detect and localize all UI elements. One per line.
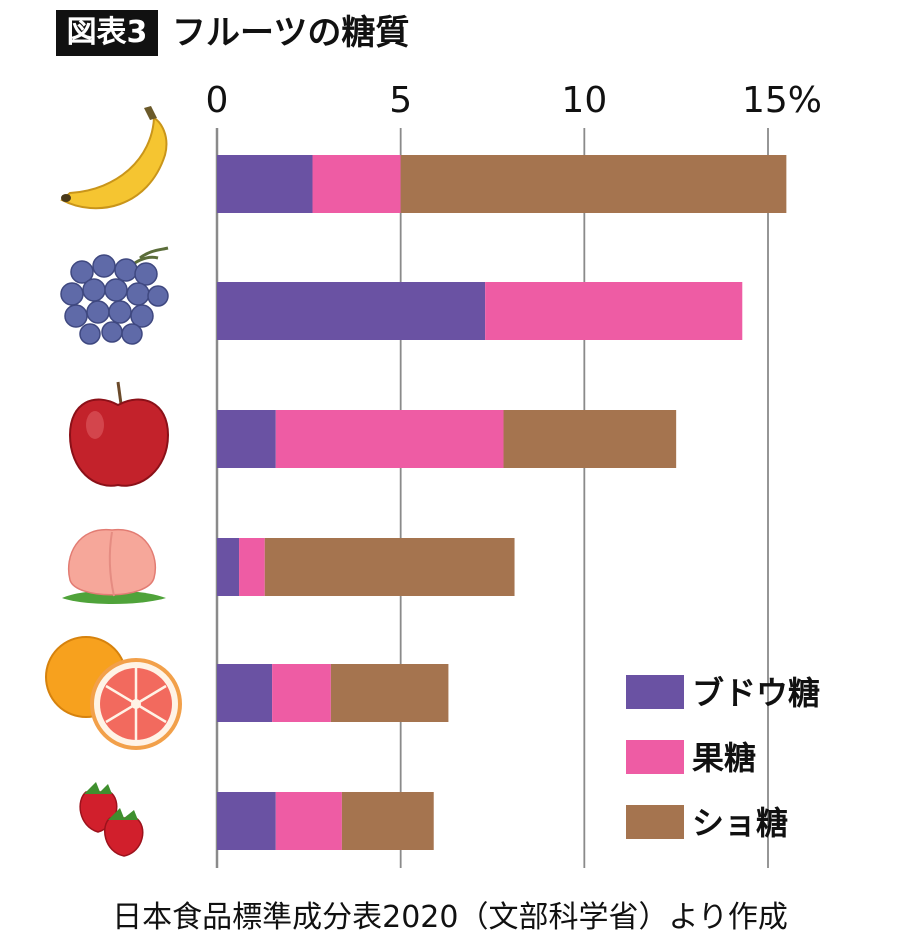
- banana-icon: [60, 106, 168, 210]
- grid-lines: [215, 128, 769, 868]
- x-tick-label: 5: [389, 80, 412, 121]
- source-note: 日本食品標準成分表2020（文部科学省）より作成: [112, 900, 788, 935]
- grapefruit-icon: [45, 636, 182, 750]
- bar-peach-series-0: [217, 538, 240, 596]
- x-tick-label: 15%: [742, 80, 822, 121]
- bar-peach-series-2: [264, 538, 515, 596]
- peach-icon: [62, 529, 166, 604]
- legend-swatch-sucrose: [626, 805, 684, 839]
- legend: ブドウ糖 果糖 ショ糖: [626, 674, 820, 842]
- bar-grape-series-0: [217, 282, 486, 340]
- legend-swatch-fructose: [626, 740, 684, 774]
- bar-apple-series-2: [503, 410, 677, 468]
- bar-grapefruit-series-2: [330, 664, 449, 722]
- legend-label-fructose: 果糖: [692, 739, 756, 777]
- bars: [217, 155, 787, 850]
- bar-strawberry-series-0: [217, 792, 276, 850]
- legend-label-glucose: ブドウ糖: [692, 674, 820, 712]
- apple-icon: [68, 381, 170, 487]
- bar-grapefruit-series-0: [217, 664, 273, 722]
- figure-tag: 図表3: [56, 10, 158, 56]
- strawberry-icon: [79, 782, 144, 857]
- x-axis-ticks: 0 5 10 15%: [206, 80, 822, 121]
- bar-strawberry-series-2: [341, 792, 434, 850]
- legend-swatch-glucose: [626, 675, 684, 709]
- legend-label-sucrose: ショ糖: [692, 804, 788, 842]
- figure-title: フルーツの糖質: [172, 13, 410, 53]
- bar-apple-series-1: [275, 410, 504, 468]
- bar-grapefruit-series-1: [272, 664, 331, 722]
- bar-strawberry-series-1: [275, 792, 342, 850]
- bar-grape-series-1: [485, 282, 743, 340]
- bar-banana-series-1: [312, 155, 401, 213]
- grape-icon: [60, 246, 169, 345]
- x-tick-label: 10: [561, 80, 607, 121]
- x-tick-label: 0: [206, 80, 229, 121]
- bar-apple-series-0: [217, 410, 276, 468]
- bar-banana-series-2: [400, 155, 787, 213]
- bar-peach-series-1: [239, 538, 265, 596]
- bar-banana-series-0: [217, 155, 313, 213]
